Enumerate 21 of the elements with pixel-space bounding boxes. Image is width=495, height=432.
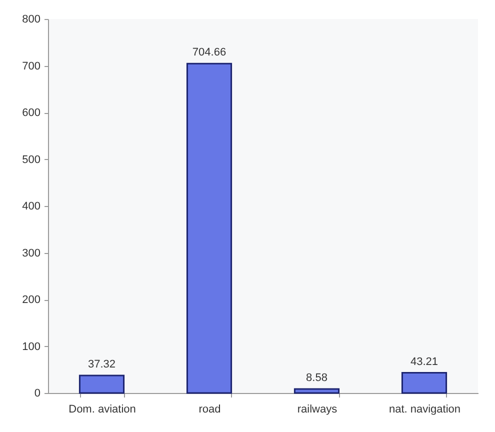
- y-tick-label: 800: [22, 14, 40, 26]
- y-tick-label: 400: [22, 200, 40, 212]
- bar: [401, 372, 448, 394]
- y-tick-label: 200: [22, 294, 40, 306]
- y-tick-label: 600: [22, 107, 40, 119]
- data-label: 37.32: [88, 358, 116, 371]
- data-label: 8.58: [306, 372, 328, 384]
- x-tick-label: nat. navigation: [388, 404, 461, 416]
- y-tick-label: 100: [22, 340, 40, 353]
- x-tick-label: railways: [297, 404, 338, 416]
- y-tick-label: 500: [22, 154, 40, 166]
- y-tick-label: 700: [22, 60, 40, 72]
- data-label: 43.21: [410, 356, 438, 368]
- bar: [294, 388, 340, 394]
- bar: [78, 374, 125, 394]
- x-tick-label: road: [198, 404, 221, 416]
- x-tick-label: Dom. aviation: [68, 404, 136, 416]
- y-tick-label: 0: [34, 388, 40, 400]
- data-label: 704.66: [192, 46, 226, 59]
- y-tick-label: 300: [22, 247, 40, 260]
- bar: [186, 62, 232, 394]
